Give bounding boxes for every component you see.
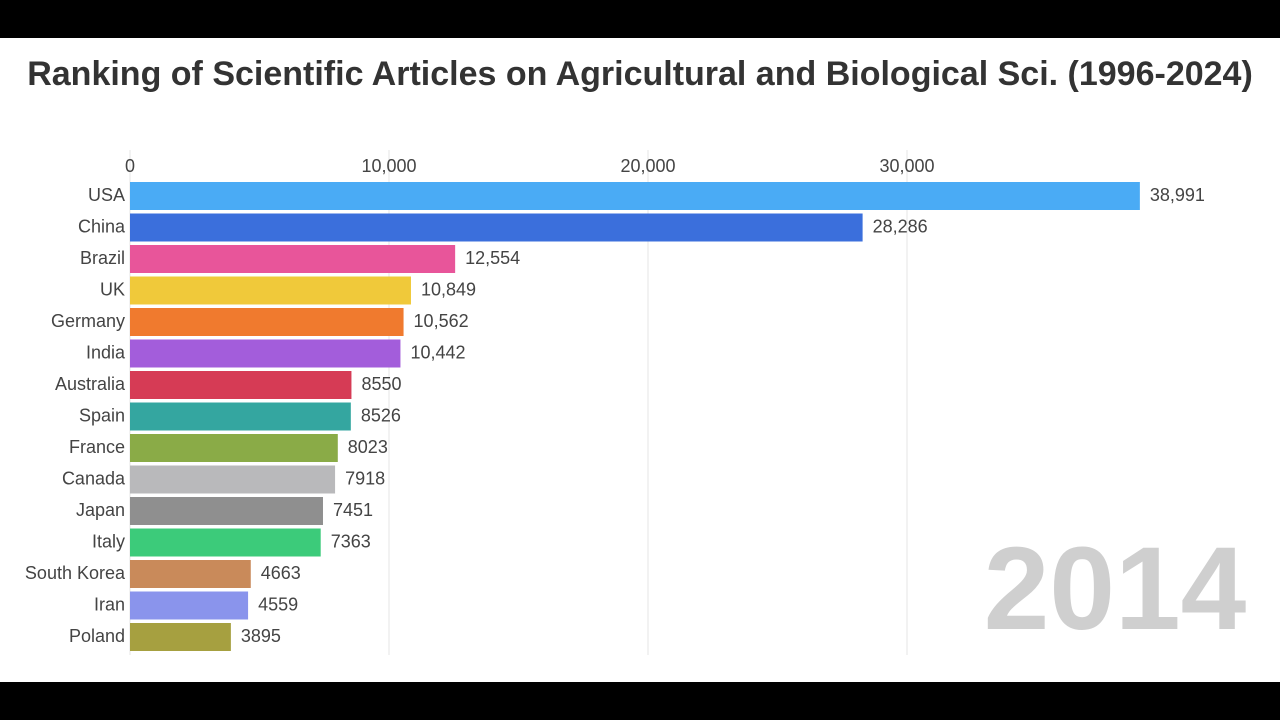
value-label: 38,991	[1150, 185, 1205, 205]
category-label: Brazil	[80, 248, 125, 268]
category-label: France	[69, 437, 125, 457]
category-label: Canada	[62, 468, 126, 488]
value-label: 4663	[261, 563, 301, 583]
year-annotation: 2014	[984, 523, 1247, 655]
value-label: 3895	[241, 626, 281, 646]
category-label: UK	[100, 279, 125, 299]
bar	[130, 276, 411, 305]
category-label: South Korea	[25, 563, 126, 583]
value-label: 7363	[331, 531, 371, 551]
value-label: 7451	[333, 500, 373, 520]
value-label: 10,442	[410, 342, 465, 362]
bar	[130, 434, 338, 462]
category-label: China	[78, 216, 126, 236]
bar	[130, 528, 321, 557]
value-label: 10,562	[414, 311, 469, 331]
bar	[130, 402, 351, 431]
value-label: 4559	[258, 594, 298, 614]
bar	[130, 213, 863, 242]
category-label: Iran	[94, 594, 125, 614]
bar	[130, 497, 323, 525]
value-label: 12,554	[465, 248, 520, 268]
x-tick-label: 30,000	[879, 156, 934, 176]
category-label: India	[86, 342, 126, 362]
category-label: Australia	[55, 374, 126, 394]
chart-title: Ranking of Scientific Articles on Agricu…	[27, 55, 1253, 93]
value-label: 10,849	[421, 279, 476, 299]
category-label: Italy	[92, 531, 125, 551]
value-label: 8550	[361, 374, 401, 394]
bar	[130, 182, 1140, 210]
category-label: Poland	[69, 626, 125, 646]
category-label: Japan	[76, 500, 125, 520]
value-label: 8023	[348, 437, 388, 457]
bar	[130, 245, 456, 273]
x-tick-label: 0	[125, 156, 135, 176]
bar	[130, 623, 231, 651]
bar	[130, 371, 352, 399]
bar	[130, 308, 404, 336]
category-label: USA	[88, 185, 125, 205]
x-tick-label: 10,000	[361, 156, 416, 176]
bar	[130, 591, 249, 620]
value-label: 7918	[345, 468, 385, 488]
bar	[130, 339, 401, 368]
value-label: 28,286	[873, 216, 928, 236]
bar	[130, 465, 336, 494]
category-label: Spain	[79, 405, 125, 425]
bar	[130, 560, 251, 588]
value-label: 8526	[361, 405, 401, 425]
category-label: Germany	[51, 311, 125, 331]
x-tick-label: 20,000	[620, 156, 675, 176]
